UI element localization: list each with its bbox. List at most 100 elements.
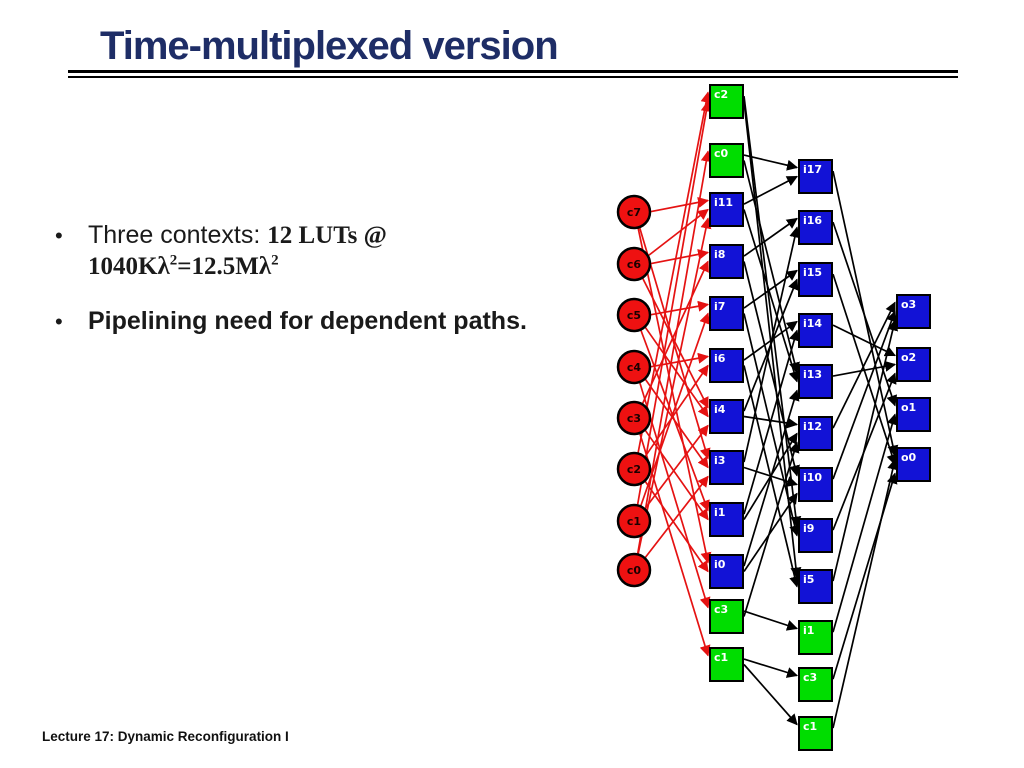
graph-node-i6: i6 — [709, 348, 744, 383]
graph-edge-i8-i16 — [743, 217, 798, 257]
graph-edge-c1gr-o0 — [832, 458, 899, 729]
bullet-dot: • — [55, 309, 63, 334]
node-label: i7 — [714, 300, 725, 313]
context-input-circle — [616, 246, 652, 282]
node-label: i1 — [714, 506, 725, 519]
graph-edge-c2-i6 — [644, 364, 709, 457]
node-label: i16 — [803, 214, 822, 227]
graph-edge-i16-o1 — [832, 221, 898, 407]
graph-node-i4: i4 — [709, 399, 744, 434]
graph-node-c1: c1 — [616, 503, 652, 539]
node-label: c3 — [714, 603, 728, 616]
node-label: c0 — [714, 147, 729, 160]
lut-node-square — [896, 294, 931, 329]
graph-edge-i1-i14 — [743, 329, 800, 515]
node-label: c4 — [627, 361, 642, 374]
lut-node-square — [798, 313, 833, 348]
graph-node-i12: i12 — [798, 416, 833, 451]
context-register-square — [709, 84, 744, 119]
graph-node-i13: i13 — [798, 364, 833, 399]
node-label: i1 — [803, 624, 814, 637]
node-label: o1 — [901, 401, 916, 414]
graph-node-i1: i1 — [709, 502, 744, 537]
node-label: i0 — [714, 558, 726, 571]
graph-edge-c2g-i9 — [743, 95, 802, 528]
graph-node-c4: c4 — [616, 349, 652, 385]
bullet1-lead: Three contexts: — [88, 221, 268, 249]
graph-node-c3: c3 — [616, 400, 652, 436]
node-label: o2 — [901, 351, 916, 364]
graph-edge-i11-i13 — [743, 209, 800, 383]
lut-node-square — [709, 296, 744, 331]
graph-node-c1g: c1 — [709, 647, 744, 682]
graph-node-c1gr: c1 — [798, 716, 833, 751]
graph-edge-c3g-i12 — [743, 441, 800, 617]
lut-node-square — [709, 502, 744, 537]
page-title: Time-multiplexed version — [100, 24, 559, 68]
lut-node-square — [798, 569, 833, 604]
bullet2-text: Pipelining need for dependent paths. — [88, 307, 527, 335]
lambda-symbol: λ — [157, 253, 170, 280]
bullet1-line2: 1040Kλ2=12.5Mλ2 — [88, 253, 279, 280]
graph-edge-c2-i0 — [644, 481, 709, 573]
context-register-square — [798, 716, 833, 751]
graph-edge-c5-i7 — [650, 300, 710, 316]
graph-node-i11: i11 — [709, 192, 744, 227]
graph-edge-i0-i13 — [743, 389, 800, 567]
context-input-circle — [616, 349, 652, 385]
bullet1-text: Three contexts: 12 LUTs @ 1040Kλ2=12.5Mλ… — [88, 220, 387, 282]
graph-edges — [636, 91, 899, 729]
lut-node-square — [798, 210, 833, 245]
lut-node-square — [709, 192, 744, 227]
graph-edge-c6-i11 — [648, 208, 709, 257]
node-label: c7 — [627, 206, 641, 219]
graph-edge-i11-i17 — [743, 175, 798, 205]
graph-nodes: c7 c6 c5 c4 c3 c2 c1 c0 c2 c0 i11 i8 i7 i6 i4 i3 i1 i0 c3 c… — [616, 84, 931, 751]
graph-node-c6: c6 — [616, 246, 652, 282]
node-label: i17 — [803, 163, 822, 176]
graph-node-i7: i7 — [709, 296, 744, 331]
graph-node-i0: i0 — [709, 554, 744, 589]
node-label: o0 — [901, 451, 917, 464]
graph-edge-c4-c3g — [639, 382, 711, 609]
graph-edge-c6-i8 — [650, 248, 710, 265]
lut-node-square — [896, 347, 931, 382]
graph-node-i15: i15 — [798, 262, 833, 297]
node-label: i6 — [714, 352, 726, 365]
node-label: i13 — [803, 368, 822, 381]
lut-node-square — [798, 467, 833, 502]
title-rule-thin — [68, 76, 958, 78]
graph-node-i17: i17 — [798, 159, 833, 194]
graph-edge-c0g-i17 — [743, 154, 799, 171]
node-label: c1 — [627, 515, 641, 528]
node-label: i8 — [714, 248, 725, 261]
graph-node-o2: o2 — [896, 347, 931, 382]
graph-node-c0: c0 — [616, 552, 652, 588]
context-register-square — [709, 647, 744, 682]
lut-node-square — [896, 397, 931, 432]
context-register-square — [709, 599, 744, 634]
graph-node-c2g: c2 — [709, 84, 744, 119]
graph-edge-c0-c0g — [636, 150, 712, 554]
graph-edge-c1g-c1gr — [743, 663, 798, 726]
graph-edge-c6-i4 — [642, 278, 709, 409]
graph-edge-i6-i14 — [743, 320, 798, 361]
graph-edge-c3g-i1g — [743, 610, 799, 631]
graph-node-i14: i14 — [798, 313, 833, 348]
footer-lecture-label: Lecture 17: Dynamic Reconfiguration I — [42, 729, 289, 744]
graph-edge-c2-c2g — [637, 91, 712, 453]
graph-edge-i10-o3 — [832, 310, 897, 480]
graph-edge-c1g-c3gr — [743, 658, 799, 678]
area-value-2: =12.5M — [177, 253, 259, 280]
lut-node-square — [709, 348, 744, 383]
graph-node-c3gr: c3 — [798, 667, 833, 702]
graph-node-i3: i3 — [709, 450, 744, 485]
lut-node-square — [798, 416, 833, 451]
graph-edge-c0-i11 — [637, 217, 712, 554]
graph-node-i16: i16 — [798, 210, 833, 245]
node-label: i12 — [803, 420, 822, 433]
graph-edge-i0-i10 — [743, 492, 798, 572]
node-label: c5 — [627, 309, 641, 322]
node-label: c3 — [803, 671, 817, 684]
